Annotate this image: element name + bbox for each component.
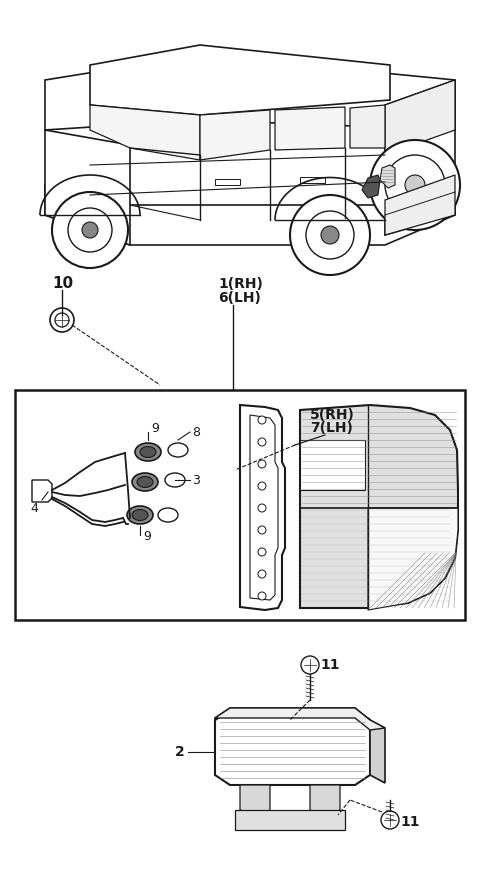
Ellipse shape <box>158 508 178 522</box>
Circle shape <box>381 811 399 829</box>
Circle shape <box>50 308 74 332</box>
Circle shape <box>52 192 128 268</box>
Circle shape <box>258 416 266 424</box>
Polygon shape <box>45 185 455 245</box>
Polygon shape <box>215 708 370 720</box>
Polygon shape <box>240 785 270 815</box>
Circle shape <box>258 460 266 468</box>
Polygon shape <box>200 110 270 160</box>
Circle shape <box>290 195 370 275</box>
Bar <box>15 390 465 620</box>
Ellipse shape <box>135 443 161 461</box>
Circle shape <box>258 504 266 512</box>
Polygon shape <box>250 415 278 600</box>
Polygon shape <box>362 175 380 198</box>
Text: 1(RH): 1(RH) <box>218 277 263 291</box>
Polygon shape <box>240 405 285 610</box>
Polygon shape <box>300 405 458 608</box>
Ellipse shape <box>132 509 148 521</box>
Circle shape <box>55 313 69 327</box>
Polygon shape <box>32 480 52 502</box>
Text: 5(RH): 5(RH) <box>310 408 355 422</box>
Text: 7(LH): 7(LH) <box>310 421 353 435</box>
Polygon shape <box>385 80 455 155</box>
Circle shape <box>258 570 266 578</box>
Circle shape <box>258 592 266 600</box>
Ellipse shape <box>137 477 153 487</box>
Ellipse shape <box>127 506 153 524</box>
Polygon shape <box>45 130 130 245</box>
Circle shape <box>68 208 112 252</box>
Ellipse shape <box>132 473 158 491</box>
Bar <box>300 440 365 490</box>
Circle shape <box>258 438 266 446</box>
Polygon shape <box>90 45 390 115</box>
Text: 6(LH): 6(LH) <box>218 291 261 305</box>
Polygon shape <box>275 107 345 150</box>
Text: 9: 9 <box>143 530 151 544</box>
Text: 10: 10 <box>52 276 73 291</box>
Circle shape <box>258 482 266 490</box>
Polygon shape <box>215 708 385 730</box>
Polygon shape <box>385 80 455 235</box>
Circle shape <box>306 211 354 259</box>
Bar <box>300 177 325 183</box>
Text: 3: 3 <box>192 473 200 486</box>
Polygon shape <box>90 105 200 160</box>
Polygon shape <box>350 105 385 148</box>
Circle shape <box>301 656 319 674</box>
Polygon shape <box>385 175 455 235</box>
Circle shape <box>258 526 266 534</box>
Circle shape <box>385 155 445 215</box>
Text: 11: 11 <box>400 815 420 829</box>
Text: 8: 8 <box>192 426 200 439</box>
Circle shape <box>321 226 339 244</box>
Bar <box>215 179 240 185</box>
Circle shape <box>405 175 425 195</box>
Circle shape <box>370 140 460 230</box>
Polygon shape <box>368 508 458 610</box>
Polygon shape <box>235 810 345 830</box>
Polygon shape <box>45 55 455 130</box>
Text: 9: 9 <box>151 421 159 434</box>
Text: 4: 4 <box>30 501 38 515</box>
Ellipse shape <box>168 443 188 457</box>
Ellipse shape <box>165 473 185 487</box>
Circle shape <box>258 548 266 556</box>
Polygon shape <box>370 720 385 783</box>
Circle shape <box>82 222 98 238</box>
Text: 2: 2 <box>175 745 185 759</box>
Polygon shape <box>215 710 370 785</box>
Ellipse shape <box>140 447 156 457</box>
Polygon shape <box>380 165 395 188</box>
Text: 11: 11 <box>320 658 339 672</box>
Polygon shape <box>310 785 340 815</box>
